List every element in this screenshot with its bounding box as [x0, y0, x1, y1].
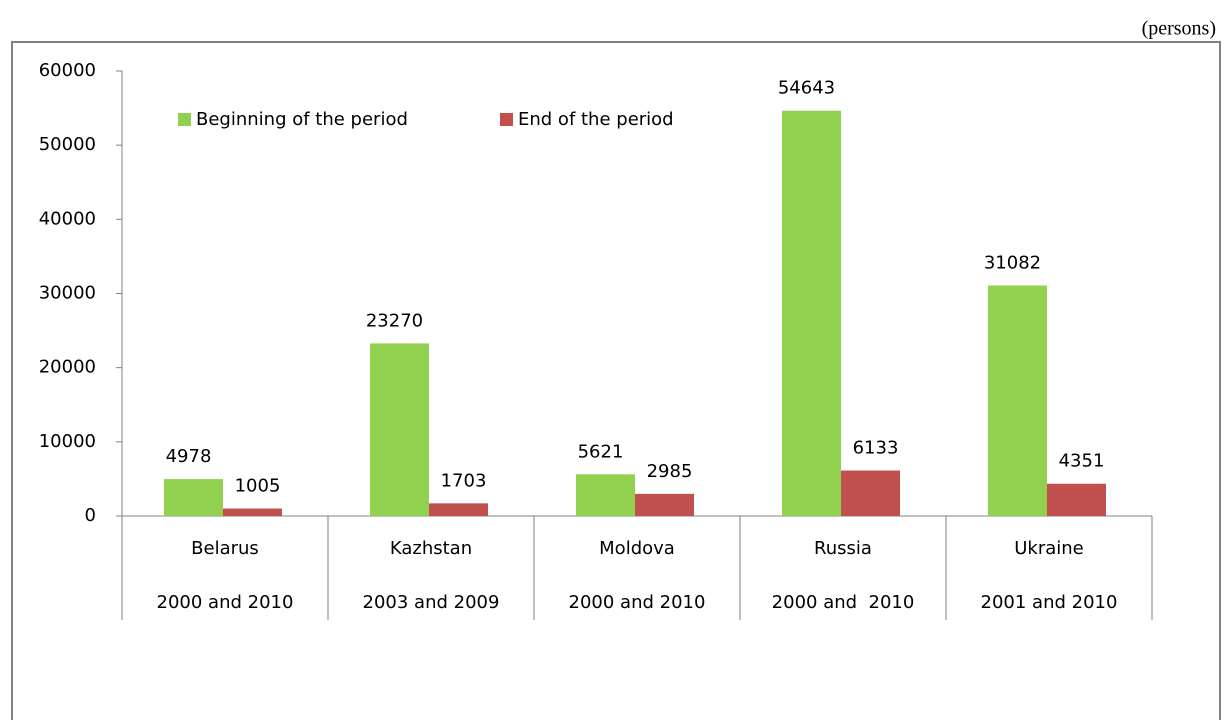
x-tick-label: Moldova [599, 538, 675, 559]
y-tick-label: 50000 [39, 134, 96, 155]
legend-swatch [500, 113, 513, 126]
data-label: 5621 [578, 441, 624, 462]
y-tick-label: 40000 [39, 208, 96, 229]
x-period-label: 2001 and 2010 [981, 592, 1118, 613]
bar [576, 474, 635, 516]
data-label: 4978 [166, 446, 212, 467]
bar [988, 285, 1047, 516]
data-label: 2985 [647, 461, 693, 482]
bar [223, 508, 282, 516]
x-period-label: 2003 and 2009 [363, 592, 500, 613]
y-tick-label: 0 [85, 505, 96, 526]
legend-swatch [178, 113, 191, 126]
bar [841, 470, 900, 516]
bar [370, 343, 429, 516]
bar [429, 503, 488, 516]
unit-label: (persons) [1142, 18, 1216, 40]
y-tick-label: 60000 [39, 60, 96, 81]
y-tick-label: 10000 [39, 431, 96, 452]
data-label: 54643 [778, 78, 835, 99]
chart-frame [11, 41, 1221, 720]
bar [1047, 483, 1106, 516]
y-tick-label: 30000 [39, 283, 96, 304]
data-label: 4351 [1059, 451, 1105, 472]
x-tick-label: Belarus [191, 538, 259, 559]
x-period-label: 2000 and 2010 [772, 592, 915, 613]
data-label: 1005 [235, 476, 281, 497]
bar [782, 110, 841, 517]
x-tick-label: Kazhstan [390, 538, 472, 559]
bar [635, 493, 694, 516]
data-label: 31082 [984, 252, 1041, 273]
x-period-label: 2000 and 2010 [569, 592, 706, 613]
x-tick-label: Russia [814, 538, 872, 559]
data-label: 1703 [441, 470, 487, 491]
data-label: 6133 [853, 438, 899, 459]
bar [164, 479, 223, 516]
x-tick-label: Ukraine [1014, 538, 1084, 559]
x-period-label: 2000 and 2010 [157, 592, 294, 613]
data-label: 23270 [366, 310, 423, 331]
legend-label: Beginning of the period [196, 109, 408, 130]
y-tick-label: 20000 [39, 357, 96, 378]
legend-label: End of the period [518, 109, 674, 130]
